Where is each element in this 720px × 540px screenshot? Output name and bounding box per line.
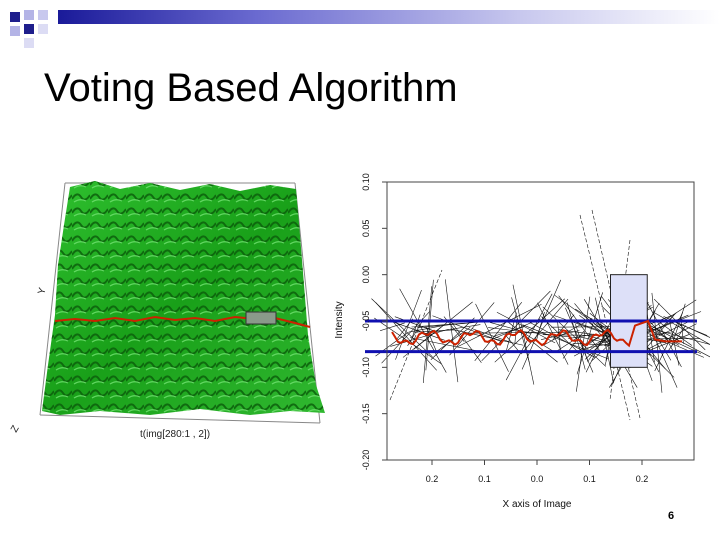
surface-z-axis-label: Z xyxy=(9,424,22,435)
vote-line xyxy=(408,324,449,333)
deco-square-light xyxy=(24,38,34,48)
vote-line xyxy=(395,289,422,360)
selection-box xyxy=(245,311,277,325)
vote-line xyxy=(389,269,443,401)
x-tick-label: 0.1 xyxy=(583,474,596,484)
vote-line xyxy=(451,322,482,363)
vote-line xyxy=(425,326,437,352)
vote-line xyxy=(505,312,517,354)
terrain-ridges xyxy=(42,181,325,415)
vote-line xyxy=(562,330,585,359)
deco-square-light xyxy=(38,10,48,20)
intensity-chart: 0.100.050.00-0.05-0.10-0.15-0.20 0.2 0.1 0… xyxy=(334,173,710,510)
y-tick-label: -0.10 xyxy=(361,357,371,378)
deco-square-light xyxy=(38,24,48,34)
vote-line xyxy=(380,322,405,331)
vote-line xyxy=(558,295,602,354)
vote-line xyxy=(666,325,686,354)
deco-square-light xyxy=(24,10,34,20)
y-axis-label: Intensity xyxy=(334,301,345,338)
vote-line xyxy=(669,320,680,366)
vote-line xyxy=(390,328,449,347)
deco-square-light xyxy=(10,26,20,36)
y-tick-label: 0.10 xyxy=(361,173,371,191)
vote-line xyxy=(591,209,641,419)
surface-x-axis-label: t(img[280:1 , 2]) xyxy=(140,429,210,440)
x-tick-label: 0.2 xyxy=(636,474,649,484)
vote-line xyxy=(671,303,686,347)
deco-square-dark xyxy=(10,12,20,22)
vote-line xyxy=(457,303,542,348)
vote-line xyxy=(399,288,447,373)
surface-y-axis-label: Y xyxy=(36,286,48,296)
y-tick-label: -0.05 xyxy=(361,311,371,332)
vote-line xyxy=(646,300,682,368)
vote-line xyxy=(520,298,569,355)
slide-number: 6 xyxy=(668,510,675,522)
vote-line xyxy=(522,324,609,360)
vote-line xyxy=(371,298,433,358)
y-tick-label: -0.15 xyxy=(361,403,371,424)
vote-line xyxy=(450,328,524,346)
surface-box xyxy=(39,182,321,424)
x-axis-label: X axis of Image xyxy=(503,499,572,510)
y-tick-label: -0.20 xyxy=(361,450,371,471)
vote-line xyxy=(496,311,556,344)
vote-line xyxy=(568,333,594,340)
vote-line xyxy=(542,306,607,367)
vote-line xyxy=(652,311,710,345)
vote-line xyxy=(492,326,526,337)
title-bar-gradient xyxy=(58,10,720,24)
vote-line xyxy=(535,311,545,342)
vote-line xyxy=(444,279,459,383)
vote-lines xyxy=(371,209,710,421)
vote-line xyxy=(425,279,434,371)
vote-line xyxy=(576,292,603,375)
terrain-surface-plot: Y Z t(img[280:1 , 2]) xyxy=(9,181,325,440)
vote-line xyxy=(505,293,553,381)
vote-line xyxy=(449,302,495,356)
deco-square-dark xyxy=(24,24,34,34)
vote-line xyxy=(655,319,692,346)
x-axis-ticks: 0.2 0.1 0.0 0.1 0.2 xyxy=(426,460,649,484)
vote-line xyxy=(481,290,551,362)
vote-line xyxy=(521,279,562,370)
y-tick-label: 0.00 xyxy=(361,266,371,284)
vote-line xyxy=(651,292,663,393)
vote-line xyxy=(566,302,586,370)
y-axis-ticks: 0.10 0.05 0.00 -0.05 -0.10 -0.15 -0.20 xyxy=(361,173,387,470)
y-tick-label: 0.05 xyxy=(361,220,371,238)
corner-decoration xyxy=(0,0,60,50)
x-tick-label: 0.1 xyxy=(478,474,491,484)
vote-line xyxy=(475,303,509,372)
x-tick-label: 0.2 xyxy=(426,474,439,484)
vote-line xyxy=(543,317,593,346)
vote-line xyxy=(435,327,471,353)
x-tick-label: 0.0 xyxy=(531,474,544,484)
vote-line xyxy=(579,214,631,421)
vote-line xyxy=(653,298,706,351)
vote-line xyxy=(375,302,437,371)
slide-title: Voting Based Algorithm xyxy=(44,66,458,110)
intensity-profile-curve xyxy=(391,319,682,348)
